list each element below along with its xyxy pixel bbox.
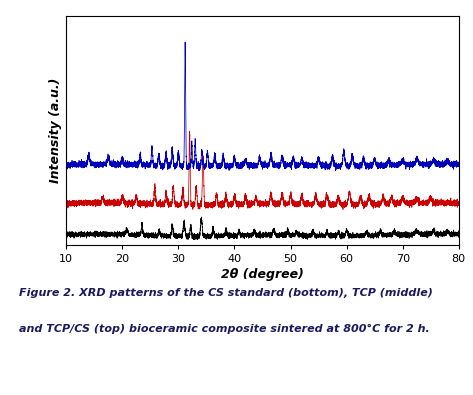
X-axis label: 2θ (degree): 2θ (degree) (221, 268, 304, 281)
Text: and TCP/CS (top) bioceramic composite sintered at 800°C for 2 h.: and TCP/CS (top) bioceramic composite si… (19, 324, 429, 334)
Y-axis label: Intensity (a.u.): Intensity (a.u.) (49, 78, 62, 183)
Text: Figure 2. XRD patterns of the CS standard (bottom), TCP (middle): Figure 2. XRD patterns of the CS standar… (19, 288, 433, 298)
